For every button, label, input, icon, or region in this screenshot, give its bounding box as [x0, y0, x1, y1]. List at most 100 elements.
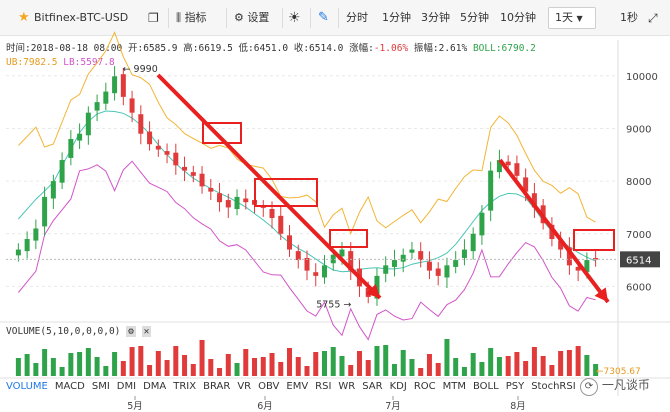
watermark-logo-icon: ⟳	[580, 378, 598, 396]
y-tick-label: 10000	[626, 72, 658, 83]
volume-bar	[182, 355, 188, 376]
volume-bar	[85, 348, 91, 376]
volume-bar	[77, 352, 83, 376]
candle-body	[444, 265, 450, 278]
candle-body	[593, 257, 599, 260]
x-tick-label: 6月	[257, 401, 273, 412]
volume-bar	[252, 358, 258, 376]
y-tick-label: 9000	[626, 124, 651, 135]
interval-tab-4[interactable]: 10分钟	[500, 11, 536, 24]
candle-body	[278, 215, 284, 234]
refresh-rate[interactable]: 1秒	[620, 11, 638, 24]
interval-tab-0[interactable]: 分时	[346, 11, 368, 24]
highlight-box	[329, 229, 368, 248]
indicator-tab-kdj[interactable]: KDJ	[389, 381, 407, 392]
close-icon[interactable]: ✕	[141, 326, 152, 337]
volume-bar	[50, 358, 56, 376]
indicator-tab-volume[interactable]: VOLUME	[6, 381, 48, 392]
volume-bar	[444, 339, 450, 376]
candle-body	[173, 152, 179, 166]
indicator-tab-brar[interactable]: BRAR	[203, 381, 231, 392]
candle-body	[391, 260, 397, 267]
info-ub: UB:7982.5	[6, 57, 58, 68]
info-close: 收:6514.0	[293, 43, 344, 54]
candle-body	[339, 249, 345, 257]
volume-bar	[426, 354, 432, 376]
theme-sun-icon[interactable]: ☀	[288, 10, 301, 26]
volume-bar	[24, 354, 30, 376]
interval-tab-1[interactable]: 1分钟	[382, 11, 411, 24]
downtrend-arrow-2-head	[594, 287, 608, 302]
candle-body	[549, 224, 555, 240]
draw-pen-icon[interactable]: ✎	[318, 10, 329, 25]
candle-body	[496, 160, 502, 173]
info-boll: BOLL:6790.2	[472, 43, 536, 54]
y-tick-label: 6000	[626, 282, 651, 293]
indicator-button[interactable]: ⫼ 指标	[176, 11, 207, 24]
indicator-tab-vr[interactable]: VR	[237, 381, 252, 392]
indicator-tab-trix[interactable]: TRIX	[173, 381, 197, 392]
settings-button[interactable]: ⚙ 设置	[234, 11, 270, 24]
favorite-star-icon[interactable]: ★	[18, 10, 30, 25]
volume-bar	[243, 349, 249, 376]
candle-body	[155, 145, 161, 150]
indicator-tab-roc[interactable]: ROC	[413, 381, 436, 392]
watermark: ⟳ 一凡谈币	[580, 376, 650, 396]
candle-body	[208, 187, 214, 192]
info-change-label: 涨幅:	[349, 43, 374, 54]
candle-body	[479, 212, 485, 236]
info-low: 低:6451.0	[238, 43, 289, 54]
gear-icon: ⚙	[234, 11, 244, 24]
axis-labels: 10000 9000 8000 7000 6000 5月 6月 7月 8月	[127, 72, 658, 412]
volume-bar	[584, 355, 590, 376]
indicator-tab-wr[interactable]: WR	[338, 381, 356, 392]
candle-body	[287, 235, 293, 250]
indicator-tab-stochrsi[interactable]: StochRSI	[531, 381, 576, 392]
candle-body	[190, 172, 196, 176]
indicator-tab-sar[interactable]: SAR	[362, 381, 383, 392]
last-price-label: 6514	[626, 255, 651, 266]
gear-icon[interactable]: ⚙	[126, 326, 136, 337]
candle-body	[304, 257, 310, 271]
volume-bar	[173, 346, 179, 376]
volume-bar	[94, 357, 100, 376]
volume-bar	[260, 357, 266, 376]
volume-last-label: ←7305.67	[596, 367, 641, 377]
boll-bands	[18, 31, 596, 341]
candle-body	[129, 98, 135, 113]
chart-toolbar: ★ Bitfinex-BTC-USD ❐ ⫼ 指标 ⚙ 设置 ☀ ✎ 分时 1分…	[0, 0, 670, 36]
info-lb: LB:5597.8	[63, 57, 115, 68]
volume-bar	[217, 368, 223, 376]
indicator-tab-obv[interactable]: OBV	[258, 381, 280, 392]
interval-tab-3[interactable]: 5分钟	[460, 11, 489, 24]
volume-bar	[129, 347, 135, 376]
indicator-tab-macd[interactable]: MACD	[54, 381, 85, 392]
volume-bar	[558, 351, 564, 376]
indicator-tab-dmi[interactable]: DMI	[116, 381, 137, 392]
indicator-tab-emv[interactable]: EMV	[286, 381, 309, 392]
volume-bar	[409, 359, 415, 376]
window-icon[interactable]: ❐	[148, 11, 159, 25]
candle-body	[383, 265, 389, 274]
indicator-tab-boll[interactable]: BOLL	[473, 381, 499, 392]
volume-bar	[225, 354, 231, 376]
volume-bar	[348, 365, 354, 376]
candle-body	[488, 170, 494, 211]
candle-body	[50, 181, 56, 199]
candle-body	[42, 196, 48, 227]
volume-bar	[514, 352, 520, 376]
volume-bar	[339, 356, 345, 376]
indicator-tab-rsi[interactable]: RSI	[315, 381, 332, 392]
volume-bar	[112, 352, 118, 376]
downtrend-arrow-1	[156, 73, 382, 300]
indicator-tab-psy[interactable]: PSY	[505, 381, 525, 392]
candle-body	[24, 239, 30, 252]
candle-body	[112, 76, 118, 94]
expand-icon[interactable]: ⤢	[648, 11, 658, 25]
indicator-tab-smi[interactable]: SMI	[91, 381, 110, 392]
interval-select[interactable]: 1天 ▼	[548, 7, 596, 29]
indicator-tab-dma[interactable]: DMA	[143, 381, 167, 392]
indicator-tab-mtm[interactable]: MTM	[442, 381, 466, 392]
interval-tab-2[interactable]: 3分钟	[421, 11, 450, 24]
